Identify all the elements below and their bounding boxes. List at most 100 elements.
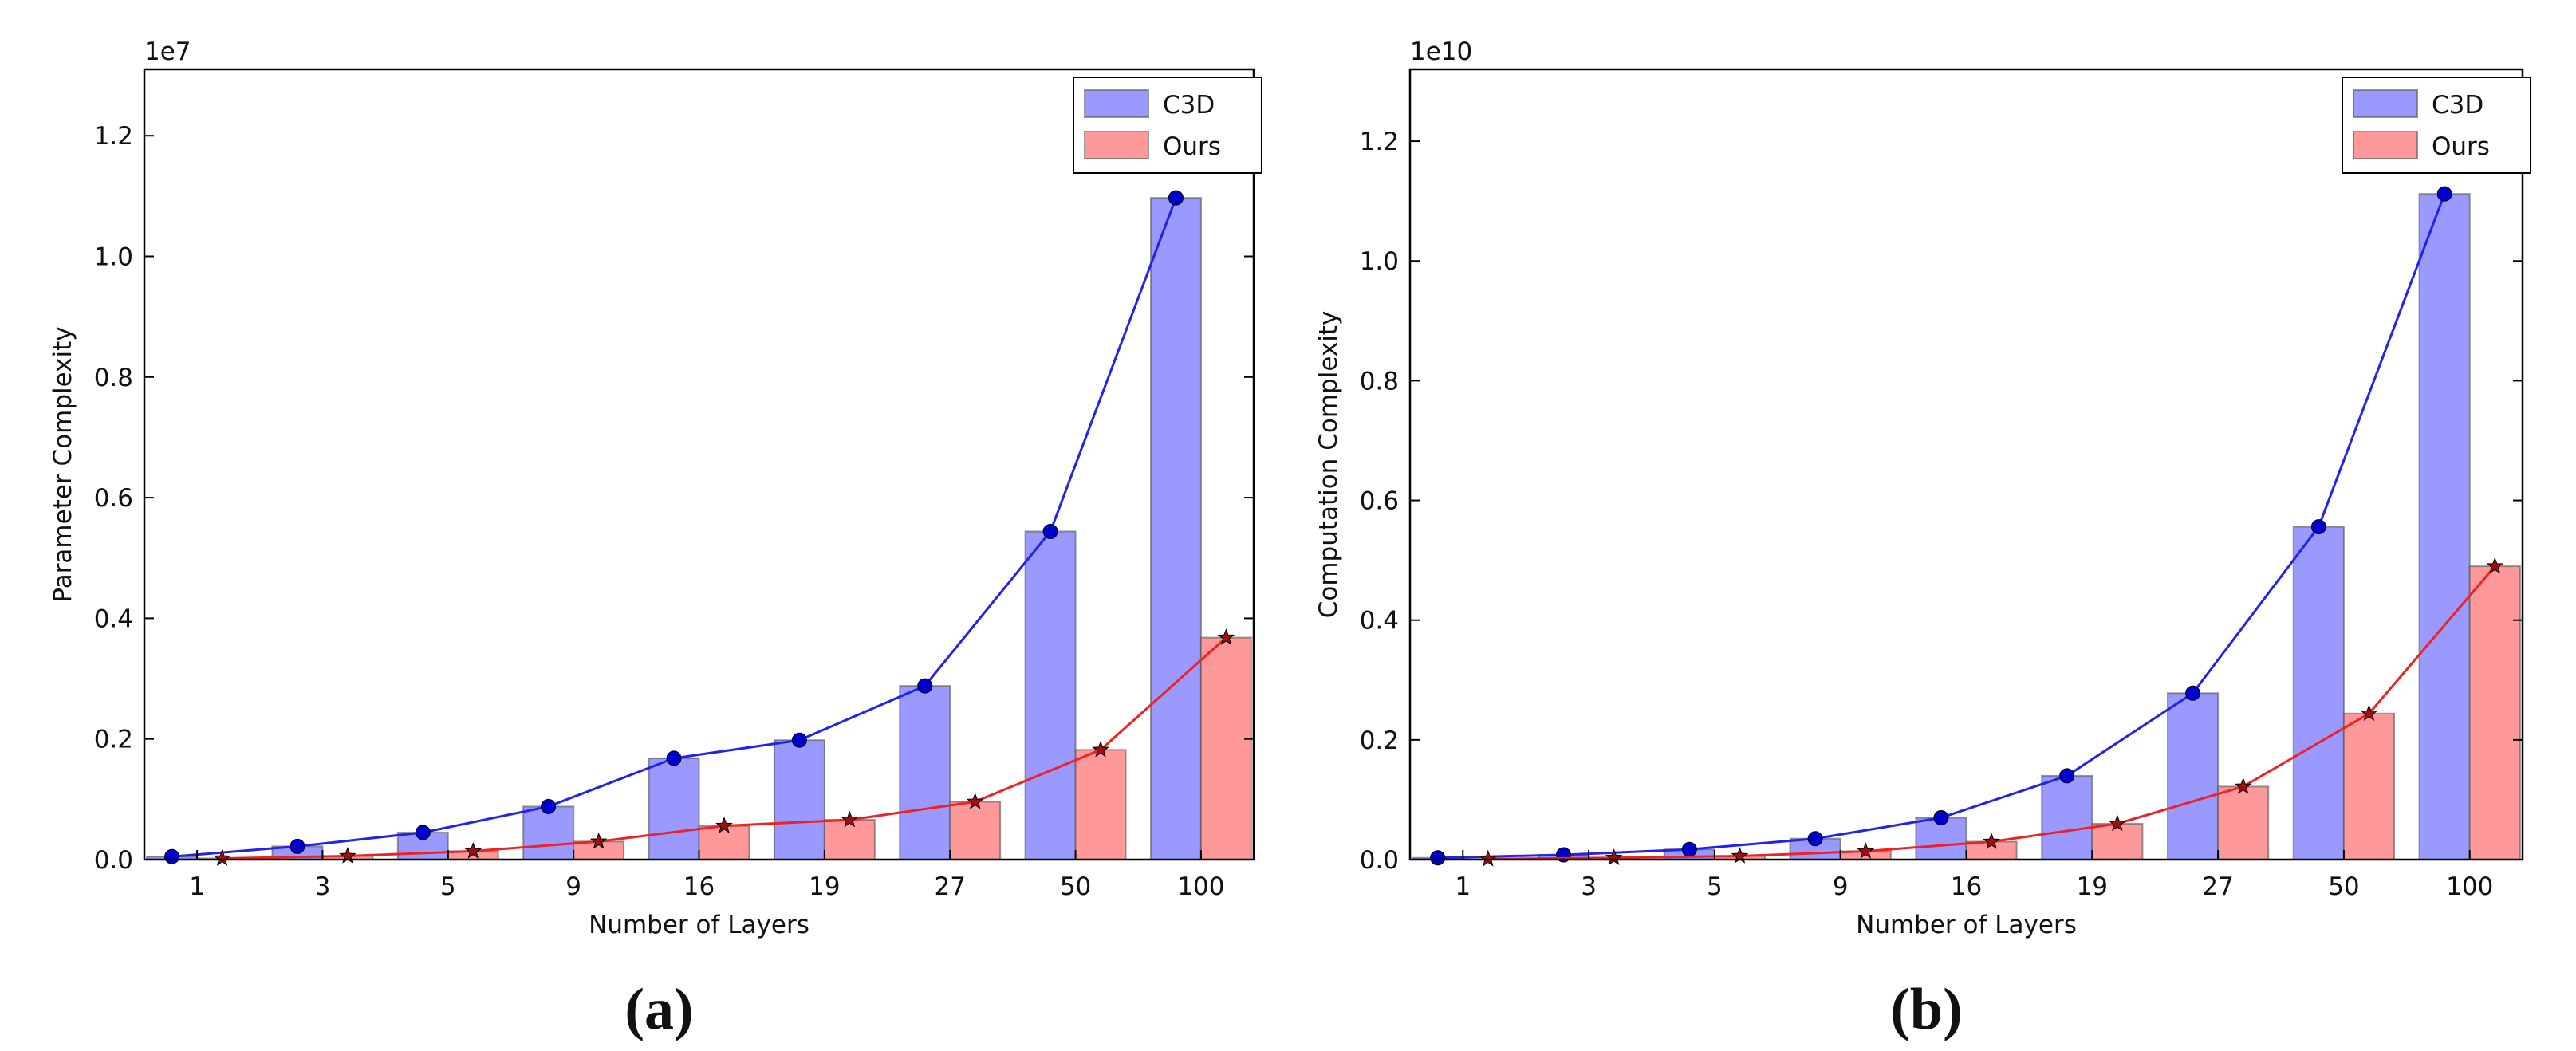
x-tick-label: 3 xyxy=(1581,872,1597,901)
y-axis-label: Parameter Complexity xyxy=(49,326,77,602)
marker xyxy=(464,841,483,859)
marker xyxy=(415,825,431,840)
y-tick-label: 1.2 xyxy=(94,122,133,151)
chart: 0.0 0.2 0.4 0.6 0.8 1.0 1.2 1 3 5 9 16 19 27 50 100 1e10… xyxy=(1314,37,2531,1042)
marker xyxy=(1092,740,1109,758)
plot-frame xyxy=(143,68,1255,861)
y-tick-label: 0.2 xyxy=(94,726,133,754)
marker xyxy=(164,848,180,864)
bar xyxy=(698,825,750,860)
y-tick-label: 0.2 xyxy=(1360,726,1399,755)
marker xyxy=(213,849,231,866)
bar xyxy=(1149,197,1202,860)
bar xyxy=(2166,692,2220,860)
marker xyxy=(2109,814,2126,832)
marker xyxy=(1933,809,1949,825)
x-tick-label: 1 xyxy=(189,872,205,901)
y-tick-label: 0.0 xyxy=(1360,846,1399,875)
x-tick-label: 19 xyxy=(2077,872,2108,901)
marker xyxy=(1807,831,1823,847)
marker xyxy=(2436,186,2452,202)
x-tick-label: 3 xyxy=(315,872,331,901)
marker xyxy=(666,750,682,766)
x-axis-label: Number of Layers xyxy=(589,911,809,939)
bar xyxy=(823,819,876,861)
y-tick-label: 0.4 xyxy=(94,604,133,633)
bar xyxy=(773,739,825,860)
marker xyxy=(966,792,984,809)
y-tick-label: 0.6 xyxy=(1360,487,1399,516)
legend-label: C3D xyxy=(1163,91,1215,120)
marker xyxy=(1217,628,1235,645)
y-tick-label: 1.0 xyxy=(94,243,133,272)
marker xyxy=(589,832,608,849)
marker xyxy=(1857,842,1875,859)
bar xyxy=(522,805,575,861)
bar xyxy=(648,757,700,860)
marker xyxy=(1983,833,2000,849)
legend-label: Ours xyxy=(1163,132,1221,161)
marker xyxy=(2310,519,2326,535)
legend-label: Ours xyxy=(2432,132,2490,161)
y-tick-label: 0.6 xyxy=(94,484,133,513)
marker xyxy=(791,732,807,748)
legend-swatch xyxy=(2353,89,2418,118)
marker xyxy=(2360,704,2378,722)
bar xyxy=(1074,749,1127,861)
marker xyxy=(290,838,305,854)
x-tick-label: 5 xyxy=(440,872,456,901)
x-tick-label: 5 xyxy=(1707,872,1723,901)
marker xyxy=(1168,190,1184,206)
marker xyxy=(2486,557,2504,574)
marker xyxy=(541,798,557,814)
bar xyxy=(2342,712,2396,860)
legend-swatch xyxy=(1084,89,1149,118)
offset-label: 1e7 xyxy=(144,37,191,66)
legend-label: C3D xyxy=(2432,91,2483,120)
bar xyxy=(2292,526,2345,860)
marker xyxy=(841,810,859,828)
x-tick-label: 100 xyxy=(1177,872,1224,901)
x-tick-label: 16 xyxy=(1951,872,1982,901)
y-tick-label: 1.0 xyxy=(1360,247,1399,276)
bar xyxy=(2418,193,2471,860)
bar xyxy=(2091,822,2144,861)
caption: (a) xyxy=(624,977,693,1042)
bar xyxy=(949,801,1002,860)
bar xyxy=(2041,774,2093,860)
x-tick-label: 16 xyxy=(683,872,715,901)
y-axis-label: Computation Complexity xyxy=(1314,311,1343,619)
y-tick-label: 0.8 xyxy=(94,364,133,392)
x-tick-label: 1 xyxy=(1455,872,1471,901)
y-tick-label: 0.4 xyxy=(1360,607,1399,636)
x-tick-label: 19 xyxy=(809,872,840,901)
x-tick-label: 27 xyxy=(2202,872,2233,901)
marker xyxy=(1681,841,1697,857)
x-tick-label: 50 xyxy=(1060,872,1091,901)
x-tick-label: 9 xyxy=(1833,872,1849,901)
offset-label: 1e10 xyxy=(1410,37,1472,66)
bar xyxy=(1024,530,1077,860)
marker xyxy=(1430,850,1446,866)
chart: 0.0 0.2 0.4 0.6 0.8 1.0 1.2 1 3 5 9 16 19 27 50 100 1e7 N… xyxy=(49,37,1262,1042)
bar xyxy=(2217,785,2270,861)
caption: (b) xyxy=(1890,977,1962,1042)
marker xyxy=(2059,768,2075,784)
x-tick-label: 50 xyxy=(2328,872,2359,901)
marker xyxy=(917,678,933,694)
marker xyxy=(1605,848,1623,865)
y-tick-label: 0.8 xyxy=(1360,367,1399,396)
legend-swatch xyxy=(1084,131,1149,159)
marker xyxy=(1042,523,1058,539)
x-axis-label: Number of Layers xyxy=(1856,911,2077,939)
x-tick-label: 100 xyxy=(2446,872,2493,901)
marker xyxy=(1479,849,1497,867)
y-tick-label: 1.2 xyxy=(1360,128,1399,156)
y-tick-label: 0.0 xyxy=(94,846,133,875)
marker xyxy=(2185,685,2201,701)
bar xyxy=(2468,565,2521,860)
marker xyxy=(2234,777,2252,794)
legend-swatch xyxy=(2353,131,2418,159)
x-tick-label: 27 xyxy=(934,872,965,901)
